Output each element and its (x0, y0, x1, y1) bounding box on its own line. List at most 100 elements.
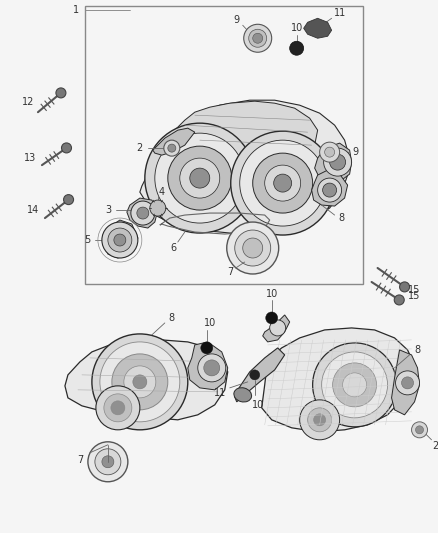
Polygon shape (140, 100, 350, 233)
Circle shape (145, 123, 255, 233)
Circle shape (92, 334, 188, 430)
Circle shape (265, 165, 300, 201)
Text: 10: 10 (251, 400, 264, 410)
Circle shape (111, 401, 125, 415)
Circle shape (114, 234, 126, 246)
Text: 5: 5 (84, 235, 90, 245)
Circle shape (150, 200, 166, 216)
Circle shape (244, 25, 272, 52)
Circle shape (102, 456, 114, 468)
Circle shape (100, 342, 180, 422)
Circle shape (394, 295, 404, 305)
Circle shape (320, 142, 339, 162)
Circle shape (201, 342, 213, 354)
Circle shape (396, 371, 420, 395)
Text: 15: 15 (408, 285, 421, 295)
Circle shape (399, 282, 410, 292)
Circle shape (164, 140, 180, 156)
Circle shape (235, 230, 271, 266)
Ellipse shape (234, 387, 251, 402)
Circle shape (253, 153, 313, 213)
Polygon shape (175, 101, 318, 170)
Circle shape (323, 183, 337, 197)
Circle shape (155, 133, 245, 223)
Text: 10: 10 (290, 23, 303, 33)
Circle shape (243, 238, 263, 258)
Circle shape (180, 158, 220, 198)
Circle shape (240, 140, 325, 226)
Circle shape (318, 178, 342, 202)
Text: 7: 7 (228, 267, 234, 277)
Circle shape (253, 33, 263, 43)
Circle shape (96, 386, 140, 430)
Polygon shape (314, 143, 352, 182)
Circle shape (108, 228, 132, 252)
Circle shape (274, 174, 292, 192)
Circle shape (325, 147, 335, 157)
Circle shape (95, 449, 121, 475)
Circle shape (330, 154, 346, 170)
Polygon shape (127, 198, 158, 228)
Circle shape (227, 222, 279, 274)
Circle shape (250, 370, 260, 380)
Circle shape (314, 414, 325, 426)
Polygon shape (304, 18, 332, 38)
Text: 7: 7 (77, 455, 83, 465)
Circle shape (190, 168, 210, 188)
Polygon shape (392, 350, 420, 415)
Circle shape (270, 320, 286, 336)
Bar (85, 6, 363, 284)
Text: 8: 8 (169, 313, 175, 323)
Circle shape (88, 442, 128, 482)
Circle shape (61, 143, 71, 153)
Circle shape (131, 201, 155, 225)
Polygon shape (312, 170, 348, 206)
Text: 1: 1 (73, 5, 79, 15)
Circle shape (64, 195, 74, 205)
Text: 8: 8 (414, 345, 420, 355)
Text: 13: 13 (24, 153, 36, 163)
Text: 10: 10 (265, 289, 278, 299)
Text: 6: 6 (171, 243, 177, 253)
Circle shape (402, 377, 413, 389)
Polygon shape (262, 328, 414, 432)
Text: 8: 8 (339, 213, 345, 223)
Circle shape (324, 148, 352, 176)
Circle shape (102, 222, 138, 258)
Text: 9: 9 (353, 147, 359, 157)
Circle shape (168, 146, 232, 210)
Circle shape (104, 394, 132, 422)
Polygon shape (263, 315, 290, 342)
Circle shape (137, 207, 149, 219)
Text: 4: 4 (159, 187, 165, 197)
Circle shape (313, 343, 396, 427)
Polygon shape (188, 342, 228, 390)
Circle shape (412, 422, 427, 438)
Circle shape (198, 354, 226, 382)
Circle shape (204, 360, 220, 376)
Text: 2: 2 (432, 441, 438, 451)
Circle shape (332, 363, 377, 407)
Text: 11: 11 (333, 9, 346, 18)
Text: 12: 12 (22, 97, 34, 107)
Circle shape (300, 400, 339, 440)
Circle shape (124, 366, 156, 398)
Circle shape (112, 354, 168, 410)
Circle shape (168, 144, 176, 152)
Text: 3: 3 (105, 205, 111, 215)
Text: 15: 15 (408, 291, 421, 301)
Polygon shape (104, 220, 138, 258)
Circle shape (343, 373, 367, 397)
Circle shape (56, 88, 66, 98)
Circle shape (307, 408, 332, 432)
Circle shape (133, 375, 147, 389)
Polygon shape (65, 340, 228, 420)
Text: 9: 9 (233, 15, 240, 25)
Circle shape (231, 131, 335, 235)
Circle shape (321, 352, 388, 418)
Polygon shape (153, 128, 195, 155)
Circle shape (290, 41, 304, 55)
Circle shape (266, 312, 278, 324)
Text: 10: 10 (204, 318, 216, 328)
Polygon shape (235, 348, 285, 402)
